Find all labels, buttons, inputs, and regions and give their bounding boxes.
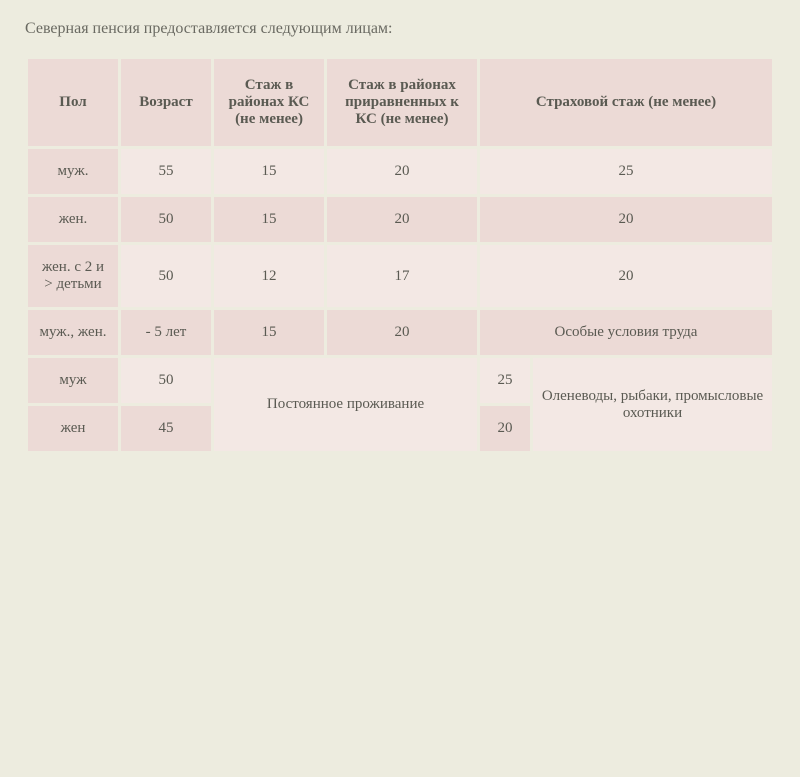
- cell-ks: 15: [214, 149, 324, 194]
- cell-gender: муж., жен.: [28, 310, 118, 355]
- cell-gender: жен. с 2 и > детьми: [28, 245, 118, 307]
- table-row: муж 50 Постоянное проживание 25 Оленевод…: [28, 358, 772, 403]
- cell-insurance: 25: [480, 149, 772, 194]
- cell-insurance-num: 20: [480, 406, 530, 451]
- cell-ks-equiv: 20: [327, 197, 477, 242]
- cell-gender: жен: [28, 406, 118, 451]
- col-header-ks: Стаж в районах КС (не менее): [214, 59, 324, 146]
- cell-gender: муж.: [28, 149, 118, 194]
- table-row: муж., жен. - 5 лет 15 20 Особые условия …: [28, 310, 772, 355]
- cell-residence: Постоянное проживание: [214, 358, 477, 451]
- cell-insurance: 20: [480, 245, 772, 307]
- cell-note: Оленеводы, рыбаки, промысловые охотники: [533, 358, 772, 451]
- cell-age: 50: [121, 197, 211, 242]
- cell-ks-equiv: 17: [327, 245, 477, 307]
- cell-gender: жен.: [28, 197, 118, 242]
- col-header-insurance: Страховой стаж (не менее): [480, 59, 772, 146]
- table-row: жен. 50 15 20 20: [28, 197, 772, 242]
- cell-ks: 12: [214, 245, 324, 307]
- cell-insurance: 20: [480, 197, 772, 242]
- cell-insurance-num: 25: [480, 358, 530, 403]
- cell-age: 50: [121, 358, 211, 403]
- table-header-row: Пол Возраст Стаж в районах КС (не менее)…: [28, 59, 772, 146]
- table-row: муж. 55 15 20 25: [28, 149, 772, 194]
- cell-insurance: Особые условия труда: [480, 310, 772, 355]
- cell-age: 55: [121, 149, 211, 194]
- cell-age: 45: [121, 406, 211, 451]
- cell-ks: 15: [214, 197, 324, 242]
- col-header-gender: Пол: [28, 59, 118, 146]
- pension-table: Пол Возраст Стаж в районах КС (не менее)…: [25, 56, 775, 454]
- col-header-ks-equiv: Стаж в районах приравненных к КС (не мен…: [327, 59, 477, 146]
- cell-ks-equiv: 20: [327, 310, 477, 355]
- page-title: Северная пенсия предоставляется следующи…: [25, 20, 775, 38]
- cell-age: 50: [121, 245, 211, 307]
- cell-gender: муж: [28, 358, 118, 403]
- cell-ks: 15: [214, 310, 324, 355]
- cell-ks-equiv: 20: [327, 149, 477, 194]
- col-header-age: Возраст: [121, 59, 211, 146]
- cell-age: - 5 лет: [121, 310, 211, 355]
- table-row: жен. с 2 и > детьми 50 12 17 20: [28, 245, 772, 307]
